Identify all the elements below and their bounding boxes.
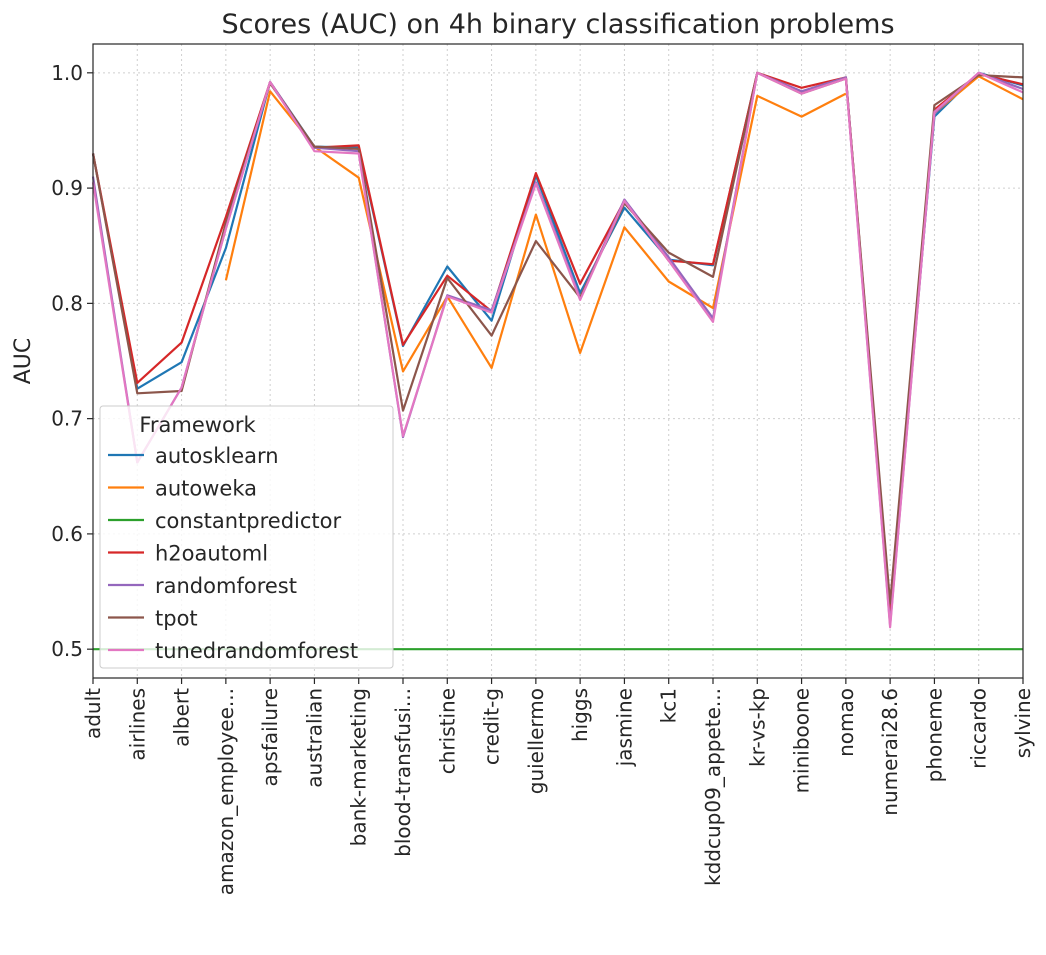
x-tick-label: kddcup09_appete... (701, 688, 725, 886)
legend-label: tunedrandomforest (155, 639, 358, 663)
x-tick-label: christine (435, 688, 459, 774)
x-tick-label: albert (170, 688, 194, 747)
y-tick-label: 0.6 (51, 522, 83, 546)
x-axis-ticks: adult airlines albert amazon_employee... aps… (81, 678, 1035, 895)
series-lines (91, 71, 1024, 651)
plot-frame (92, 43, 1024, 679)
legend-box (99, 405, 394, 669)
legend-label: randomforest (155, 574, 297, 598)
x-tick-label: kc1 (657, 688, 681, 723)
x-tick-label: amazon_employee... (214, 688, 238, 895)
x-tick-label: nomao (834, 688, 858, 757)
series-line-tunedrandomforest (91, 71, 1024, 629)
x-tick-label: guiellermo (524, 688, 548, 794)
x-tick-label: jasmine (612, 688, 636, 767)
y-axis-label: AUC (11, 338, 36, 385)
legend: Framework autosklearn autoweka constantpred… (99, 405, 394, 669)
x-tick-label: australian (302, 688, 326, 788)
x-tick-label: blood-transfusi... (391, 688, 415, 857)
legend-label: h2oautoml (155, 542, 268, 566)
legend-title: Framework (139, 413, 256, 437)
x-tick-label: phoneme (922, 688, 946, 782)
x-tick-label: miniboone (790, 688, 814, 793)
x-tick-label: sylvine (1011, 688, 1035, 758)
x-tick-label: numerai28.6 (878, 688, 902, 816)
y-tick-label: 0.9 (51, 176, 83, 200)
x-tick-label: riccardo (967, 688, 991, 769)
y-tick-label: 0.7 (51, 407, 83, 431)
x-tick-label: kr-vs-kp (745, 688, 769, 767)
x-tick-label: credit-g (480, 688, 504, 765)
y-tick-label: 1.0 (51, 61, 83, 85)
x-tick-label: apsfailure (258, 688, 282, 787)
y-tick-label: 0.8 (51, 291, 83, 315)
grid (92, 44, 1024, 678)
x-tick-label: bank-marketing (347, 688, 371, 846)
x-tick-label: airlines (125, 688, 149, 761)
x-tick-label: higgs (568, 688, 592, 742)
chart-title: Scores (AUC) on 4h binary classification… (221, 9, 894, 40)
y-axis-ticks: 0.5 0.6 0.7 0.8 0.9 1.0 (51, 61, 93, 661)
legend-label: autoweka (155, 477, 257, 501)
legend-label: tpot (155, 607, 198, 631)
y-tick-label: 0.5 (51, 637, 83, 661)
legend-label: autosklearn (155, 444, 279, 468)
x-tick-label: adult (81, 688, 105, 739)
legend-label: constantpredictor (155, 509, 342, 533)
